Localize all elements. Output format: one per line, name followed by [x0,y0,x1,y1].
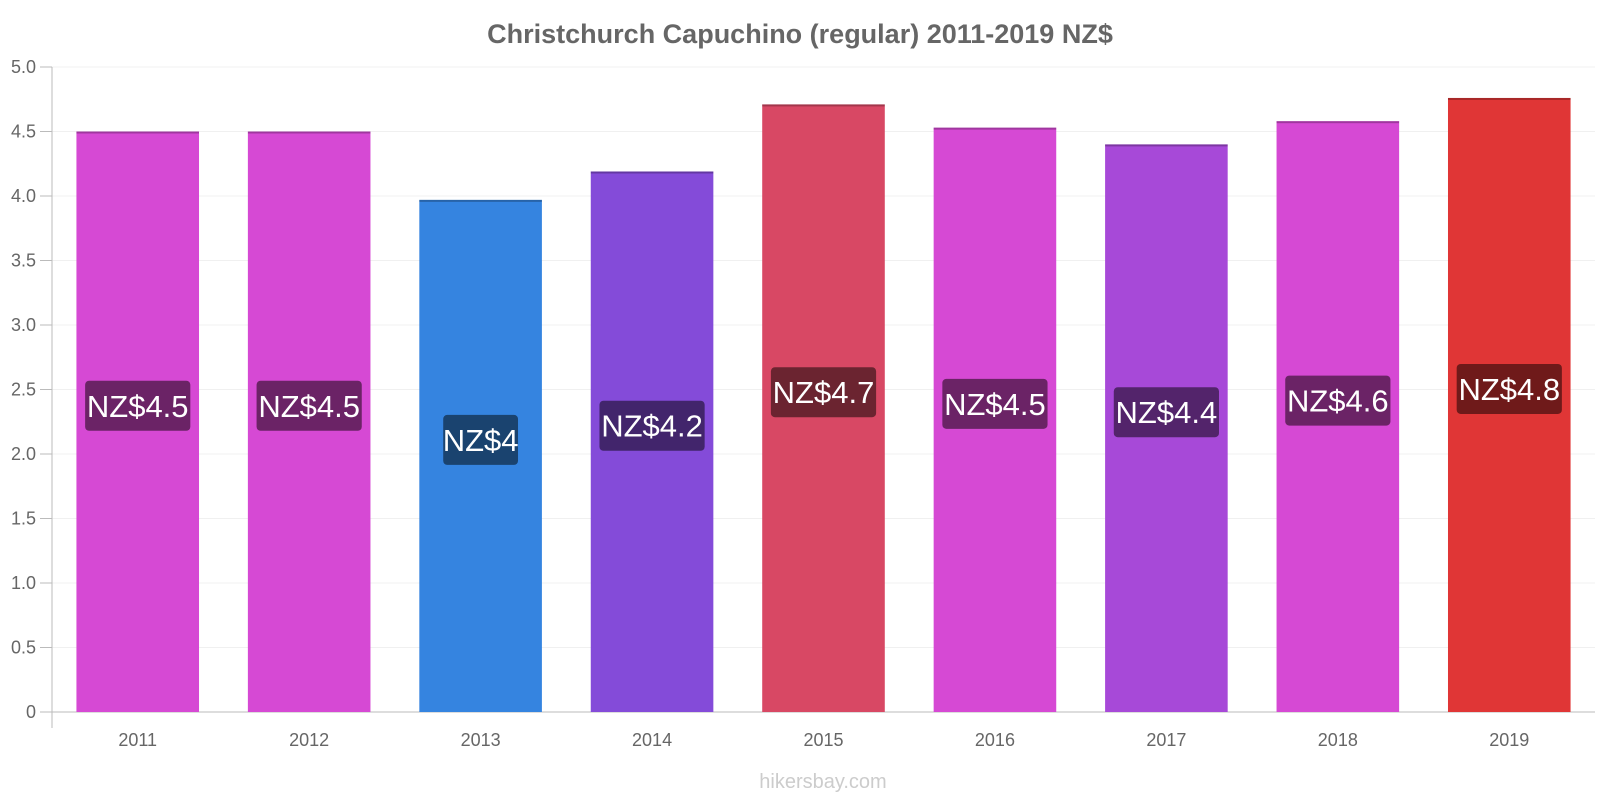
y-tick-label: 3.0 [11,315,36,335]
data-label: NZ$4.5 [258,389,360,424]
x-tick-label: 2019 [1489,730,1529,750]
data-label: NZ$4.2 [601,409,703,444]
y-tick-label: 1.5 [11,509,36,529]
data-label-bg [1285,375,1391,426]
data-label: NZ$4 [443,423,519,458]
bars: NZ$4.5 NZ$4.5 NZ$4 NZ$4.2 NZ$4.7 NZ$4.5 NZ$4.4… [76,97,1571,713]
bar-top-edge [1105,144,1228,147]
x-tick-label: 2015 [803,730,843,750]
y-tick-label: 4.0 [11,186,36,206]
y-tick-label: 2.5 [11,380,36,400]
y-tick-label: 0 [26,702,36,722]
x-tick-label: 2014 [632,730,672,750]
x-tick-label: 2012 [289,730,329,750]
y-axis-ticks: 0 0.5 1.0 1.5 2.0 2.5 3.0 3.5 4.0 4.5 5.0 [11,57,52,722]
x-tick-label: 2017 [1146,730,1186,750]
x-tick-label: 2011 [118,730,157,750]
y-tick-label: 2.0 [11,444,36,464]
data-label-bg [770,367,877,418]
x-tick-label: 2016 [975,730,1015,750]
bar-top-edge [1276,121,1400,124]
bar-top-edge [1447,97,1571,100]
y-tick-label: 4.5 [11,122,36,142]
y-tick-label: 0.5 [11,638,36,658]
data-label-bg [942,378,1048,429]
data-label: NZ$4.4 [1116,395,1218,430]
x-tick-label: 2018 [1318,730,1358,750]
bar-top-edge [590,171,714,174]
data-label-bg [1113,387,1219,438]
data-label-bg [599,400,705,451]
y-tick-label: 3.5 [11,251,36,271]
bar-top-edge [419,199,542,202]
data-label: NZ$4.7 [773,375,875,410]
x-tick-label: 2013 [461,730,501,750]
bar-top-edge [933,127,1057,130]
data-label: NZ$4.5 [87,389,189,424]
y-tick-label: 5.0 [11,57,36,77]
data-label-bg [443,414,519,465]
watermark: hikersbay.com [759,771,886,793]
data-label: NZ$4.5 [944,387,1046,422]
bar-top-edge [76,131,200,134]
data-label: NZ$4.6 [1287,384,1389,419]
y-tick-label: 1.0 [11,573,36,593]
data-label-bg [1456,363,1562,414]
data-label-bg [256,380,362,431]
chart-title: Christchurch Capuchino (regular) 2011-20… [487,19,1113,49]
x-axis-ticks: 2011 2012 2013 2014 2015 2016 2017 2018 2019 [118,730,1529,750]
data-label-bg [85,380,191,431]
bar-top-edge [762,104,885,107]
bar-top-edge [247,131,371,134]
data-label: NZ$4.8 [1458,372,1560,407]
